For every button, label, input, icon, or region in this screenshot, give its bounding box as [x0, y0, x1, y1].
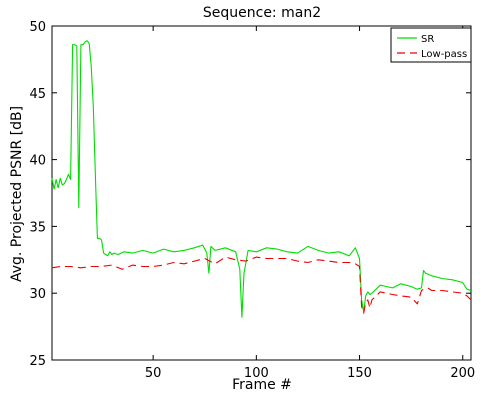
legend-label-low-pass: Low-pass	[421, 49, 467, 60]
legend: SR Low-pass	[390, 27, 472, 63]
legend-box	[390, 27, 472, 63]
series-layer	[51, 40, 472, 318]
x-axis-title: Frame #	[232, 377, 292, 393]
x-tick-label: 200	[450, 366, 475, 381]
x-tick-label: 50	[145, 366, 162, 381]
x-tick-label: 100	[244, 366, 269, 381]
y-tick-label: 35	[29, 220, 46, 235]
chart-title: Sequence: man2	[203, 5, 321, 21]
y-axis-title: Avg. Projected PSNR [dB]	[9, 106, 25, 282]
legend-label-sr: SR	[421, 34, 434, 45]
axis-layer: 50 100 150 200 25 30 35 40 45 50	[29, 20, 475, 381]
y-tick-label: 25	[29, 354, 46, 369]
plot-area	[51, 25, 472, 361]
series-line-low-pass	[51, 256, 472, 314]
y-tick-label: 30	[29, 287, 46, 302]
y-tick-label: 40	[29, 154, 46, 169]
y-tick-label: 45	[29, 87, 46, 102]
series-line-sr	[51, 40, 472, 318]
y-tick-label: 50	[29, 20, 46, 35]
x-tick-label: 150	[347, 366, 372, 381]
